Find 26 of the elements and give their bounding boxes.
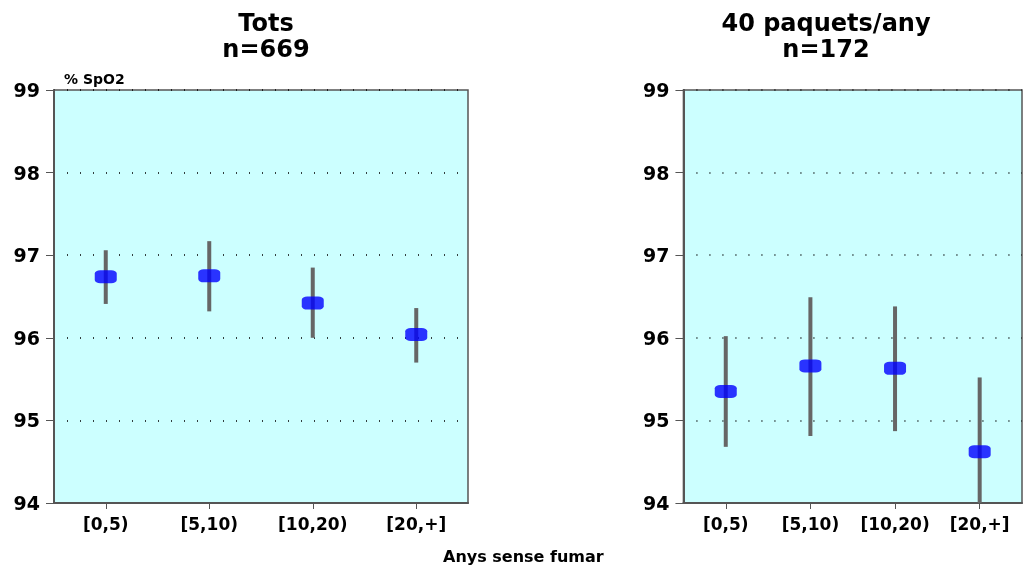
x-tick-label: [10,20) [860, 513, 930, 534]
x-axis-title: Anys sense fumar [443, 546, 604, 566]
x-tick-label: [20,+] [949, 513, 1010, 534]
y-tick-label: 98 [642, 161, 670, 184]
y-tick-label: 95 [642, 409, 670, 432]
y-tick-label: 96 [642, 326, 670, 349]
x-tick-label: [0,5) [702, 513, 749, 534]
y-tick-label: 96 [13, 326, 40, 349]
y-tick-label: 95 [13, 409, 40, 432]
chart-subtitle: n=172 [782, 35, 870, 63]
chart-title: 40 paquets/any [721, 9, 931, 37]
chart-title: Tots [238, 9, 294, 37]
y-tick-label: 97 [13, 244, 40, 267]
y-tick-label: 97 [642, 244, 670, 267]
x-tick-label: [0,5) [82, 513, 129, 534]
y-axis-title: % SpO2 [64, 71, 125, 87]
x-tick-label: [5,10) [781, 513, 840, 534]
y-tick-label: 94 [642, 492, 670, 514]
y-tick-label: 99 [13, 79, 40, 101]
x-tick-label: [10,20) [278, 513, 348, 534]
y-tick-label: 99 [642, 79, 670, 101]
chart-subtitle: n=669 [222, 35, 310, 63]
y-tick-label: 98 [13, 161, 40, 184]
x-tick-label: [5,10) [180, 513, 238, 534]
y-tick-label: 94 [13, 492, 40, 514]
x-tick-label: [20,+] [386, 513, 447, 534]
